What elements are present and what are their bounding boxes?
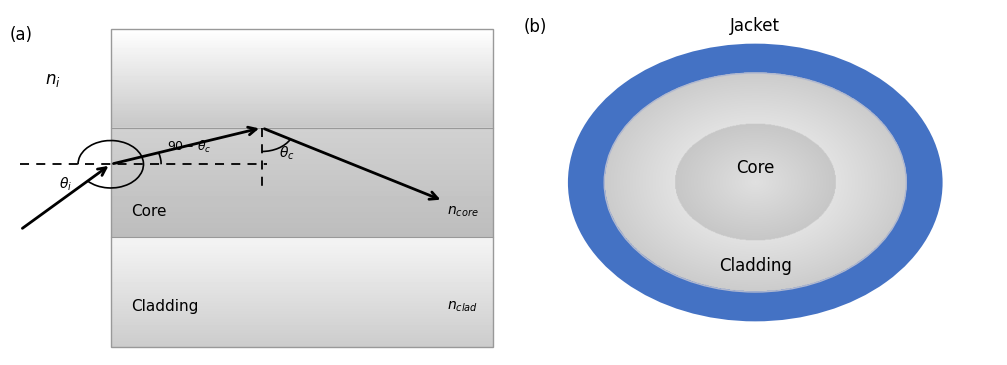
Text: Core: Core: [131, 204, 166, 219]
Text: Jacket: Jacket: [730, 17, 780, 35]
Text: Core: Core: [736, 159, 774, 177]
Text: Cladding: Cladding: [719, 257, 792, 276]
Bar: [111, 29, 493, 347]
Text: Cladding: Cladding: [131, 299, 198, 314]
Text: (a): (a): [10, 26, 33, 43]
Text: (b): (b): [524, 18, 547, 36]
Circle shape: [579, 55, 931, 310]
Text: $n_{clad}$: $n_{clad}$: [447, 299, 478, 314]
Text: $\theta_c$: $\theta_c$: [279, 145, 295, 162]
Text: $n_i$: $n_i$: [45, 71, 61, 89]
Text: 90 – $\theta_c$: 90 – $\theta_c$: [166, 139, 211, 155]
Text: $n_{core}$: $n_{core}$: [447, 204, 478, 219]
Text: $\theta_i$: $\theta_i$: [58, 176, 73, 193]
